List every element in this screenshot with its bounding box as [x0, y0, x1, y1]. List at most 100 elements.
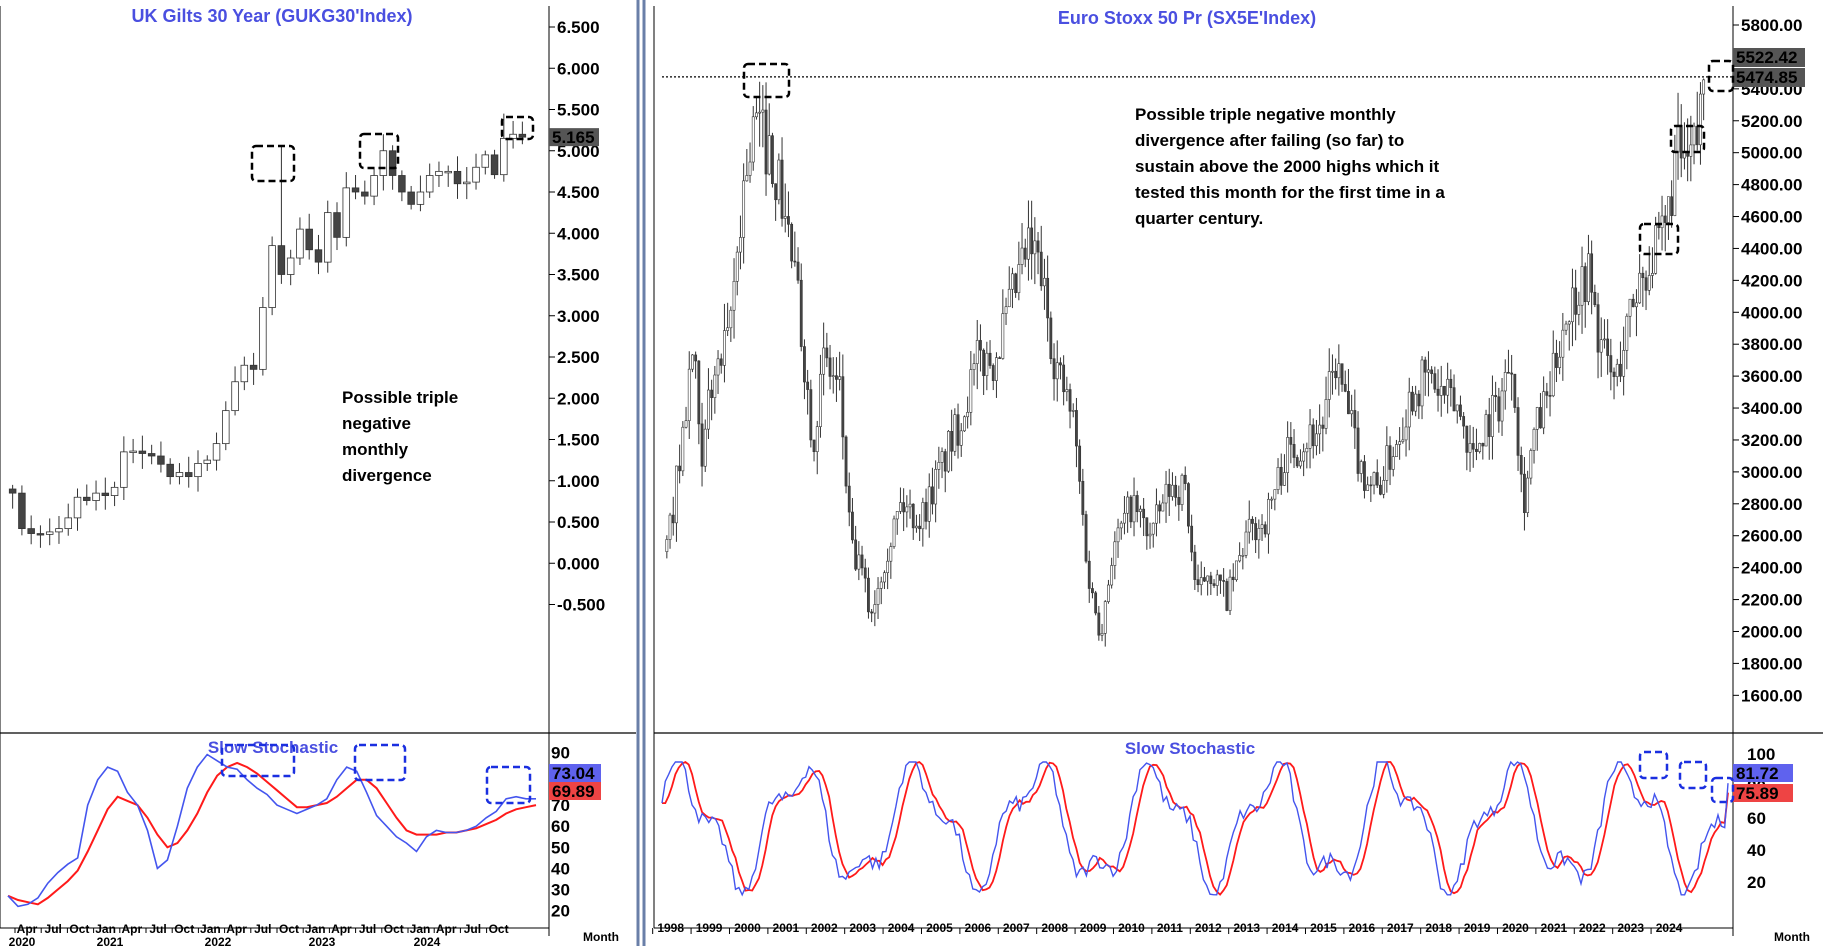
right-candle-body — [1081, 480, 1085, 515]
right-candle-body — [937, 462, 941, 470]
right-candle-body — [700, 423, 704, 467]
right-stoch-tick-label: 60 — [1747, 809, 1766, 828]
right-candle-body — [1644, 277, 1648, 291]
right-candle-body — [697, 360, 701, 425]
right-candle-body — [764, 109, 768, 175]
left-x-year-label: 2021 — [97, 935, 124, 946]
right-candle-body — [1350, 410, 1354, 415]
left-candle-body — [147, 453, 156, 457]
right-candle-body — [780, 159, 784, 219]
right-candle-body — [1091, 588, 1094, 594]
right-candle-body — [995, 357, 998, 381]
left-stoch-tick-label: 70 — [551, 796, 570, 815]
right-candle-body — [886, 560, 890, 574]
left-stoch-tick-label: 60 — [551, 817, 570, 836]
left-candle-body — [463, 181, 471, 185]
right-stoch-tick-label: 100 — [1747, 745, 1775, 764]
right-candle-body — [1190, 525, 1194, 553]
right-candle-body — [1676, 124, 1680, 153]
right-x-year-label: 2024 — [1656, 921, 1683, 935]
right-candle-body — [1276, 467, 1280, 490]
right-x-year-label: 2013 — [1233, 921, 1260, 935]
right-candle-body — [924, 502, 928, 522]
right-candle-body — [1084, 514, 1088, 562]
right-candle-body — [1401, 439, 1405, 442]
right-y-tick-label: 2800.00 — [1741, 495, 1802, 514]
right-candle-body — [1123, 512, 1126, 524]
left-y-tick-label: -0.500 — [557, 596, 605, 615]
right-x-year-label: 2000 — [734, 921, 761, 935]
right-candle-body — [1225, 581, 1229, 611]
right-candle-body — [1119, 522, 1123, 529]
right-candle-body — [902, 502, 906, 513]
right-candle-body — [1145, 517, 1149, 537]
right-candle-body — [1679, 124, 1683, 159]
right-candle-body — [1215, 574, 1219, 586]
left-y-tick-label: 4.000 — [557, 224, 600, 243]
right-candle-body — [1494, 395, 1498, 398]
left-candle-body — [83, 496, 91, 501]
right-candle-body — [1347, 391, 1350, 415]
right-candle-body — [1692, 125, 1696, 146]
right-candle-body — [1619, 363, 1622, 377]
right-candle-body — [1571, 287, 1574, 323]
right-y-tick-label: 4200.00 — [1741, 271, 1802, 290]
right-candle-body — [1606, 338, 1610, 356]
right-candle-body — [1430, 369, 1434, 374]
right-x-year-label: 2002 — [811, 921, 838, 935]
left-candle-body — [333, 212, 341, 238]
right-candle-body — [1001, 313, 1005, 359]
right-candle-body — [799, 279, 803, 347]
right-candle-body — [771, 135, 774, 184]
right-y-tick-label: 1600.00 — [1741, 686, 1802, 705]
right-candle-body — [1209, 575, 1213, 584]
right-candle-body — [1663, 215, 1667, 223]
right-candle-body — [1231, 576, 1235, 581]
right-x-year-label: 2001 — [773, 921, 800, 935]
right-candle-body — [1295, 457, 1299, 467]
left-x-month-label: Jul — [359, 922, 376, 936]
right-candle-body — [1375, 472, 1379, 486]
right-y-tick-label: 3200.00 — [1741, 431, 1802, 450]
right-candle-body — [876, 588, 880, 605]
right-stoch-divergence-box — [1710, 776, 1735, 804]
right-candle-body — [1535, 407, 1539, 430]
left-candle-body — [509, 133, 517, 139]
right-candle-body — [1244, 531, 1248, 556]
left-x-month-label: Oct — [69, 922, 89, 936]
right-candle-body — [1548, 395, 1552, 397]
right-candle-body — [1497, 396, 1501, 422]
left-candle-body — [129, 450, 137, 453]
right-candle-body — [1267, 499, 1270, 535]
right-candle-body — [1251, 518, 1254, 524]
left-x-month-label: Apr — [17, 922, 38, 936]
left-candle-body — [110, 486, 119, 497]
right-candle-body — [1155, 504, 1158, 524]
left-y-tick-label: 5.500 — [557, 101, 600, 120]
right-candle-body — [1318, 424, 1322, 435]
right-x-year-label: 2006 — [965, 921, 992, 935]
left-x-year-label: 2020 — [9, 935, 36, 946]
right-candle-body — [1203, 577, 1206, 582]
right-candle-body — [1657, 225, 1661, 229]
right-x-year-label: 2005 — [926, 921, 953, 935]
left-y-tick-label: 2.000 — [557, 389, 600, 408]
right-candle-body — [1369, 484, 1373, 487]
right-candle-body — [1545, 391, 1549, 396]
right-candle-body — [1334, 370, 1338, 379]
right-stoch-k-label: 81.72 — [1736, 764, 1779, 783]
left-candle-body — [203, 459, 211, 464]
left-candle-body — [231, 381, 239, 412]
right-candle-body — [1471, 443, 1475, 450]
right-candle-body — [783, 216, 787, 219]
right-candle-body — [1171, 484, 1174, 497]
right-candle-body — [934, 469, 938, 505]
right-candle-body — [883, 572, 886, 583]
left-last-value-label: 5.165 — [552, 128, 595, 147]
right-candle-body — [1567, 321, 1571, 325]
left-candle-body — [490, 154, 499, 176]
right-candle-body — [1484, 414, 1488, 447]
left-divergence-box — [358, 132, 400, 170]
